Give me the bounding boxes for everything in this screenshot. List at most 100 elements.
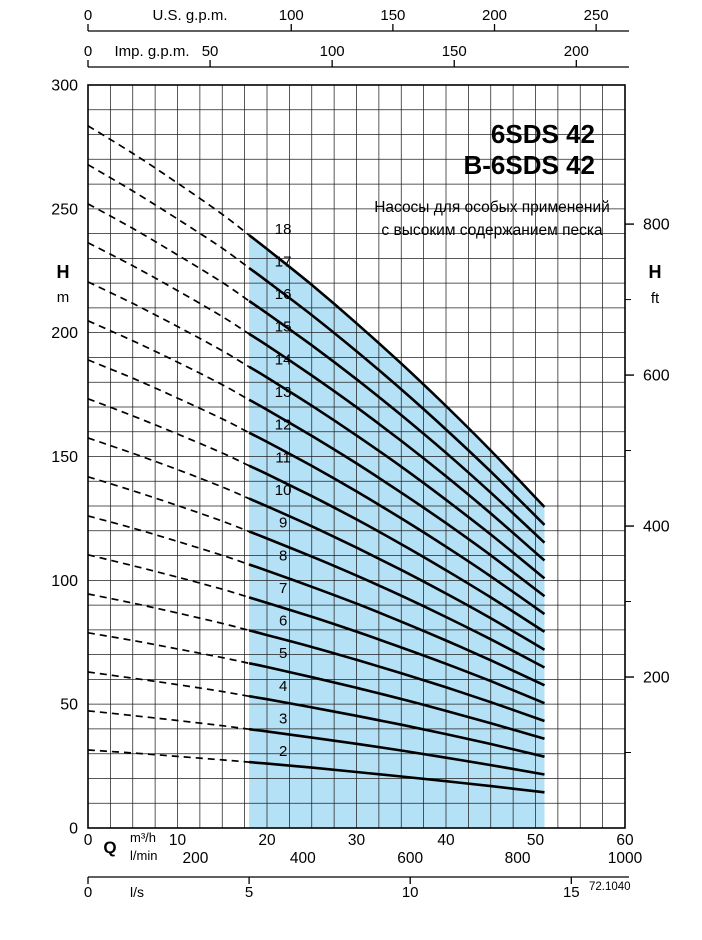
q-lmin-unit-label: l/min [130, 848, 157, 863]
right-axis: 200 400 600 800 Hft [625, 217, 670, 754]
curve-dashed-stage-7 [87, 553, 250, 599]
curve-stage-9 [248, 530, 546, 669]
title-line2: B-6SDS 42 [463, 150, 596, 180]
stage-label-18: 18 [275, 221, 292, 238]
h-m-tick-label: 300 [51, 78, 78, 95]
q-m3h-tick-label: 30 [348, 832, 366, 849]
q-ls-unit-label: l/s [130, 884, 144, 900]
bottom-axes: 0 10 20 30 40 50 60 Qm³/h l/min 200 400 600 800 1000 0… [84, 830, 643, 901]
curve-dashed-stage-9 [87, 475, 250, 533]
q-ls-tick-label: 10 [402, 884, 419, 901]
curve-stage-18 [248, 234, 546, 508]
curve-stage-15 [248, 332, 546, 562]
subtitle-line2: с высоким содержанием песка [381, 221, 603, 239]
curve-stage-17 [248, 266, 546, 526]
q-m3h-tick-label: 10 [169, 832, 187, 849]
curve-stage-13 [248, 398, 546, 598]
us-gpm-tick-label: 200 [482, 7, 507, 24]
us-gpm-tick-label: 250 [584, 7, 609, 24]
curve-dashed-stage-18 [87, 125, 250, 236]
grid [88, 85, 625, 828]
curve-dashed-stage-13 [87, 320, 250, 401]
pump-model-title: 6SDS 42 B-6SDS 42 [464, 119, 596, 181]
q-m3h-tick-label: 40 [437, 832, 455, 849]
q-lmin-tick-label: 200 [182, 850, 208, 867]
us-gpm-tick-label: 100 [279, 7, 304, 24]
curve-dashed-stage-14 [87, 281, 250, 368]
stage-label-10: 10 [275, 482, 292, 499]
q-m3h-tick-label: 0 [84, 832, 93, 849]
h-m-tick-label: 250 [51, 201, 78, 218]
curve-stage-14 [248, 365, 546, 580]
shaded-operating-region [249, 235, 545, 829]
curve-stage-3 [248, 727, 545, 776]
left-axis: 300 250 200 150 100 50 0 Hm [51, 78, 78, 838]
curve-dashed-stage-11 [87, 398, 250, 467]
h-ft-axis-unit: ft [651, 290, 660, 307]
q-m3h-tick-label: 20 [258, 832, 276, 849]
curve-dashed-stage-10 [87, 437, 250, 500]
h-m-tick-label: 0 [69, 821, 78, 838]
curve-stage-5 [248, 662, 545, 741]
stage-label-5: 5 [279, 645, 287, 662]
h-ft-tick-label: 600 [643, 368, 670, 385]
us-gpm-axis-title: U.S. g.p.m. [152, 7, 227, 24]
curve-stage-16 [248, 299, 546, 544]
q-lmin-tick-label: 1000 [608, 850, 643, 867]
h-m-axis-title: H [57, 262, 70, 282]
stage-label-13: 13 [275, 384, 292, 401]
curve-dashed-stage-8 [87, 515, 250, 566]
imp-gpm-tick-label: 50 [202, 43, 219, 60]
curve-dashed-stage-12 [87, 359, 250, 434]
curve-dashed-stage-15 [87, 242, 250, 335]
top-axes: 0 100 150 200 250 U.S. g.p.m. 0 50 100 150 200 Imp.… [84, 7, 629, 68]
stage-label-8: 8 [279, 547, 287, 564]
h-m-tick-label: 150 [51, 449, 78, 466]
us-gpm-tick-label: 0 [84, 7, 92, 24]
curve-dashed-stage-5 [87, 631, 250, 665]
stage-label-9: 9 [279, 515, 287, 532]
imp-gpm-axis-title: Imp. g.p.m. [114, 43, 189, 60]
stage-label-14: 14 [275, 351, 292, 368]
imp-gpm-tick-label: 100 [320, 43, 345, 60]
curve-stage-4 [248, 694, 545, 758]
curve-dashed-stage-3 [87, 710, 250, 731]
stage-label-4: 4 [279, 678, 287, 695]
q-ls-tick-label: 0 [84, 884, 92, 901]
curve-dashed-stage-16 [87, 203, 250, 302]
imp-gpm-tick-label: 0 [84, 43, 92, 60]
q-m3h-tick-label: 50 [527, 832, 545, 849]
curve-dashed-stage-6 [87, 593, 250, 632]
h-m-axis-unit: m [57, 289, 70, 306]
curve-stage-12 [248, 431, 546, 616]
imp-gpm-tick-label: 150 [442, 43, 467, 60]
q-lmin-tick-label: 800 [505, 850, 531, 867]
h-ft-tick-label: 400 [643, 519, 670, 536]
curve-stage-10 [248, 497, 546, 651]
q-lmin-tick-label: 400 [290, 850, 316, 867]
curve-dashed-stage-4 [87, 671, 250, 698]
q-lmin-tick-label: 600 [397, 850, 423, 867]
curve-stage-8 [248, 563, 546, 687]
us-gpm-tick-label: 150 [380, 7, 405, 24]
h-m-tick-label: 50 [60, 697, 78, 714]
stage-label-2: 2 [279, 743, 287, 760]
imp-gpm-tick-label: 200 [564, 43, 589, 60]
q-m3h-unit-label: m³/h [130, 830, 156, 845]
h-m-tick-label: 200 [51, 325, 78, 342]
curve-stage-11 [248, 464, 546, 633]
h-m-tick-label: 100 [51, 573, 78, 590]
catalog-code: 72.1040 [589, 881, 631, 893]
h-ft-tick-label: 800 [643, 217, 670, 234]
subtitle-ru: Насосы для особых применений с высоким с… [352, 197, 632, 242]
curve-stage-2 [248, 760, 545, 794]
curve-stage-7 [248, 596, 545, 705]
q-ls-tick-label: 5 [245, 884, 253, 901]
h-ft-tick-label: 200 [643, 670, 670, 687]
stage-label-3: 3 [279, 711, 287, 728]
curve-dashed-stage-17 [87, 163, 250, 269]
subtitle-line1: Насосы для особых применений [374, 199, 610, 216]
